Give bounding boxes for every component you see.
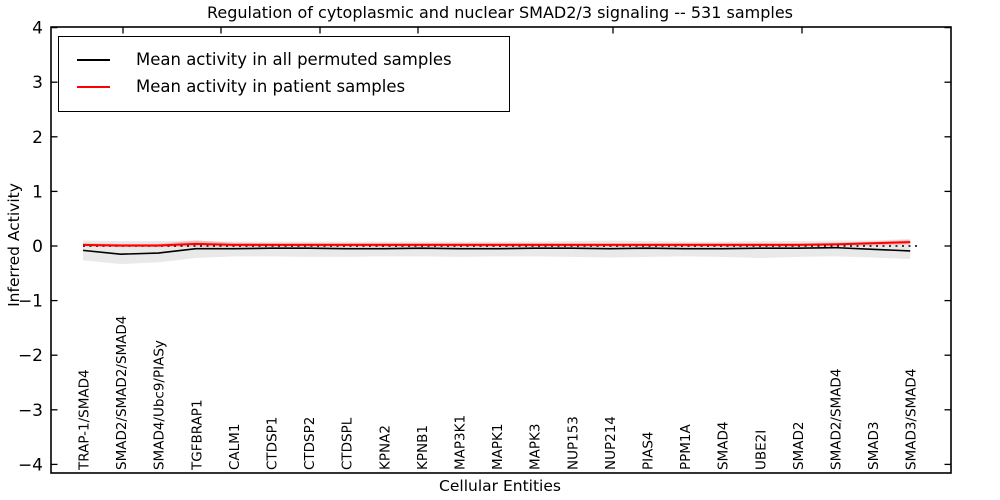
x-tick-label: SMAD4	[716, 422, 732, 470]
permuted-mean-line	[82, 246, 911, 255]
y-tick-label: 4	[32, 19, 43, 39]
x-tick-label: SMAD2/SMAD2/SMAD4	[114, 316, 130, 470]
x-tick-label: UBE2I	[753, 430, 769, 470]
x-tick-label: KPNB1	[415, 425, 431, 470]
axes-frame	[50, 26, 952, 474]
x-tick-label: NUP214	[603, 416, 619, 470]
x-tick-label: SMAD4/Ubc9/PIASy	[152, 340, 168, 470]
x-tick-label: MAPK1	[490, 424, 506, 470]
x-tick-label: SMAD3/SMAD4	[904, 369, 920, 470]
patient-mean-line	[82, 241, 911, 247]
x-tick-label: CTDSPL	[340, 417, 356, 470]
x-tick-label: CTDSP2	[302, 417, 318, 470]
x-tick-label: SMAD2/SMAD4	[829, 369, 845, 470]
x-tick-label: TRAP-1/SMAD4	[77, 369, 93, 471]
y-tick-label: 1	[32, 182, 43, 202]
y-tick-label: −4	[18, 455, 43, 475]
x-axis-label: Cellular Entities	[439, 477, 561, 495]
legend-line-permuted-icon	[77, 58, 110, 61]
legend-item: Mean activity in patient samples	[77, 73, 509, 100]
chart-title: Regulation of cytoplasmic and nuclear SM…	[206, 3, 794, 22]
x-tick-label: SMAD3	[866, 422, 882, 470]
x-tick-label: MAP3K1	[453, 415, 469, 470]
y-tick-label: −2	[18, 346, 43, 366]
y-tick-label: 3	[32, 73, 43, 93]
x-tick-label: NUP153	[565, 416, 581, 470]
x-tick-label: KPNA2	[377, 425, 393, 470]
y-axis-label: Inferred Activity	[5, 183, 23, 307]
legend-item-label: Mean activity in all permuted samples	[136, 50, 452, 69]
y-tick-label: −3	[18, 401, 43, 421]
y-tick-label: 0	[32, 237, 43, 257]
legend-item: Mean activity in all permuted samples	[77, 46, 509, 73]
legend: Mean activity in all permuted samples Me…	[58, 36, 510, 112]
x-tick-label: SMAD2	[791, 422, 807, 470]
y-tick-label: 2	[32, 128, 43, 148]
x-tick-label: PPM1A	[678, 423, 694, 470]
x-tick-label: TGFBRAP1	[189, 399, 205, 471]
y-tick-label: −1	[18, 292, 43, 312]
x-tick-label: PIAS4	[641, 431, 657, 470]
x-tick-label: MAPK3	[528, 424, 544, 470]
legend-line-patient-icon	[77, 85, 110, 88]
legend-item-label: Mean activity in patient samples	[136, 77, 406, 96]
x-tick-label: CALM1	[227, 424, 243, 470]
x-tick-label: CTDSP1	[265, 417, 281, 470]
